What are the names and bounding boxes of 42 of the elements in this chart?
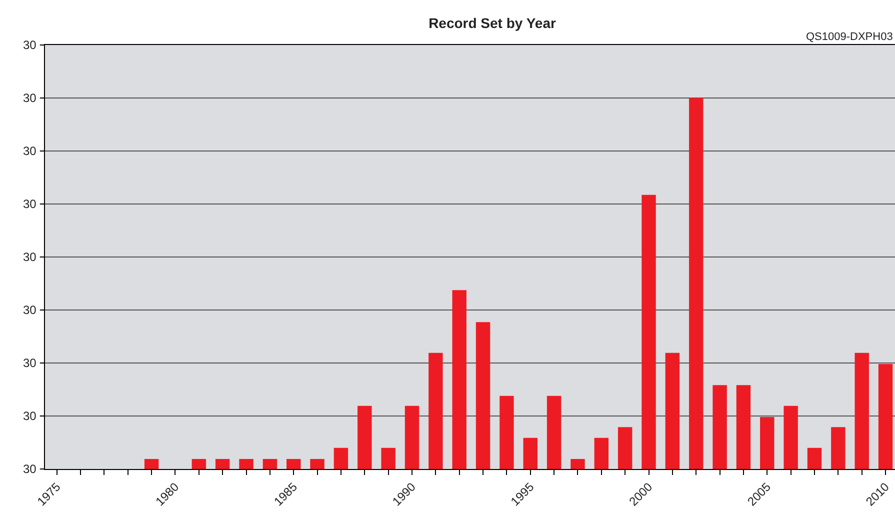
text: 30 bbox=[23, 303, 37, 317]
text: 30 bbox=[23, 250, 37, 264]
bar bbox=[334, 448, 348, 469]
bar bbox=[712, 385, 727, 469]
bar bbox=[594, 438, 609, 469]
bar bbox=[665, 352, 680, 469]
bar bbox=[452, 290, 466, 469]
bar bbox=[476, 322, 490, 469]
bar bbox=[358, 406, 372, 469]
bar bbox=[618, 427, 632, 469]
bar bbox=[831, 427, 846, 469]
bar bbox=[570, 458, 585, 469]
bar bbox=[428, 352, 443, 469]
bar bbox=[381, 448, 396, 469]
bar bbox=[192, 458, 206, 469]
chart-title: Record Set by Year bbox=[428, 14, 556, 31]
bar bbox=[878, 364, 893, 469]
bar bbox=[215, 458, 230, 469]
bar bbox=[784, 406, 798, 469]
text: 30 bbox=[23, 38, 37, 52]
bar bbox=[642, 194, 656, 469]
bar bbox=[262, 458, 278, 469]
bar bbox=[523, 438, 538, 469]
bar bbox=[310, 458, 324, 469]
bar bbox=[404, 406, 420, 469]
text: 30 bbox=[23, 144, 37, 158]
bar bbox=[760, 417, 774, 469]
text: 30 bbox=[23, 409, 37, 423]
text: 30 bbox=[23, 197, 37, 211]
text: 30 bbox=[23, 462, 37, 476]
bar bbox=[854, 352, 869, 469]
bar bbox=[239, 458, 254, 469]
text: 30 bbox=[23, 91, 37, 105]
bar bbox=[807, 448, 822, 469]
bar bbox=[546, 396, 562, 469]
bar bbox=[736, 385, 751, 469]
bar bbox=[500, 396, 514, 469]
bar bbox=[286, 458, 301, 469]
text: QS1009-DXPH03 bbox=[806, 31, 893, 43]
text: 30 bbox=[23, 356, 37, 370]
bar bbox=[689, 98, 704, 469]
bar bbox=[144, 458, 159, 469]
